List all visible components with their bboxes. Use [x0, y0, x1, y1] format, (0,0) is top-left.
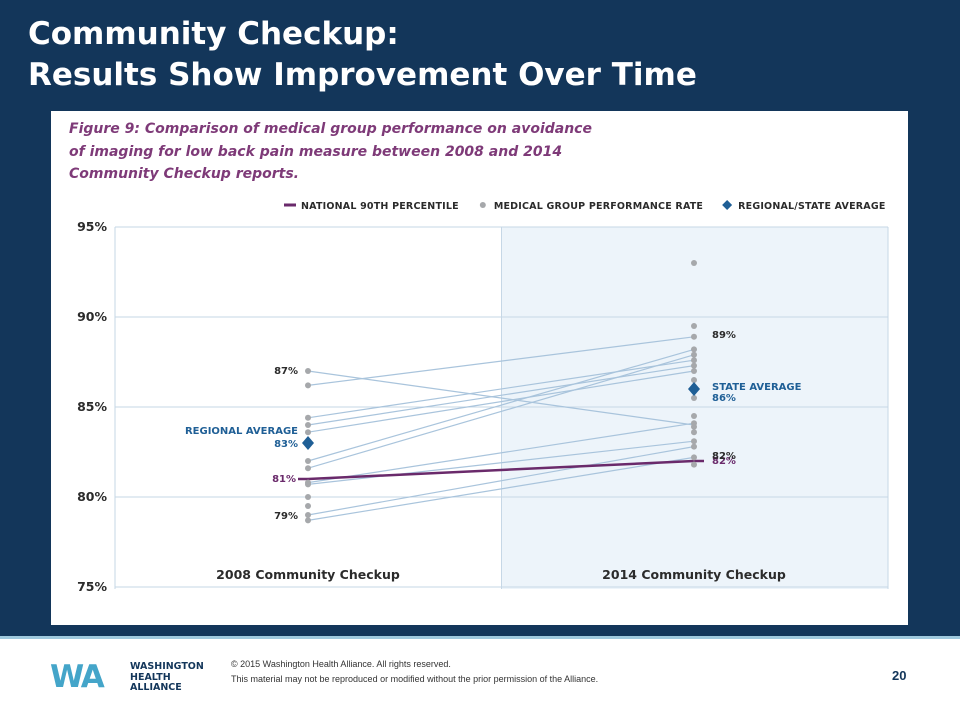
- figure-caption-line-3: Community Checkup reports.: [69, 166, 299, 182]
- group-point: [691, 260, 697, 266]
- figure-caption-line-2: of imaging for low back pain measure bet…: [69, 143, 563, 160]
- slide-title: Community Checkup: Results Show Improvem…: [28, 14, 697, 96]
- group-connector-line: [307, 336, 695, 386]
- slide-title-line-2: Results Show Improvement Over Time: [28, 57, 697, 93]
- group-point: [691, 357, 697, 364]
- legend-dot-icon: [479, 202, 486, 208]
- group-connector-line: [307, 365, 695, 426]
- group-point: [305, 465, 311, 472]
- group-connector-line: [307, 456, 695, 521]
- y-tick-label: 80%: [77, 489, 107, 504]
- group-point: [691, 351, 697, 358]
- group-point: [691, 333, 697, 340]
- group-point: [691, 423, 697, 430]
- group-point: [305, 503, 311, 509]
- slide-header-band: Community Checkup: Results Show Improvem…: [0, 0, 960, 636]
- legend-label: NATIONAL 90TH PERCENTILE: [301, 201, 459, 212]
- comparison-chart: 95% 90% 85% 80% 75% 2008 Community Checkup 201…: [77, 200, 889, 594]
- copyright-line-1: © 2015 Washington Health Alliance. All r…: [231, 659, 451, 669]
- group-point: [305, 512, 311, 518]
- legend-label: MEDICAL GROUP PERFORMANCE RATE: [494, 201, 703, 212]
- group-point: [691, 454, 697, 461]
- group-point: [691, 377, 697, 383]
- group-point: [305, 458, 311, 464]
- data-label: REGIONAL AVERAGE: [185, 426, 298, 437]
- legend-diamond-icon: [722, 200, 733, 210]
- group-point: [305, 414, 311, 421]
- group-point: [305, 517, 311, 524]
- group-point: [305, 494, 311, 500]
- group-point: [691, 461, 697, 468]
- figure-caption: Figure 9: Comparison of medical group pe…: [69, 118, 592, 186]
- data-label: STATE AVERAGE: [712, 382, 802, 393]
- page-number: 20: [892, 668, 907, 683]
- y-tick-label: 95%: [77, 219, 107, 234]
- y-tick-label: 75%: [77, 579, 107, 594]
- group-point: [691, 323, 697, 329]
- data-label: 82%: [712, 451, 736, 462]
- group-connector-line: [307, 446, 695, 516]
- x-category-label: 2008 Community Checkup: [216, 567, 400, 582]
- x-category-label: 2014 Community Checkup: [602, 567, 786, 582]
- copyright-line-2: This material may not be reproduced or m…: [231, 674, 599, 684]
- group-point: [691, 429, 697, 436]
- y-tick-label: 90%: [77, 309, 107, 324]
- group-connector-line: [307, 359, 695, 419]
- group-connector-line: [307, 370, 695, 426]
- figure-caption-line-1: Figure 9: Comparison of medical group pe…: [69, 121, 592, 137]
- group-point: [691, 368, 697, 374]
- alliance-logo: WA WASHINGTON HEALTH ALLIANCE: [50, 660, 210, 694]
- logo-mark-icon: WA: [50, 659, 105, 695]
- group-point: [305, 429, 311, 436]
- group-point: [691, 362, 697, 369]
- group-connector-line: [307, 354, 695, 469]
- logo-line-3: ALLIANCE: [130, 682, 182, 693]
- group-point: [691, 395, 697, 401]
- footer-divider: [0, 636, 960, 639]
- plot-highlight-band: [501, 227, 888, 589]
- logo-wordmark: WASHINGTON HEALTH ALLIANCE: [130, 661, 204, 694]
- data-label: 86%: [712, 393, 736, 404]
- data-label: 87%: [274, 366, 298, 377]
- logo-line-2: HEALTH: [130, 671, 171, 683]
- figure-panel: 95% 90% 85% 80% 75% 2008 Community Checkup 201…: [51, 111, 908, 625]
- group-point: [691, 438, 697, 445]
- group-point: [305, 481, 311, 488]
- data-label: 79%: [274, 511, 298, 522]
- group-point: [691, 413, 697, 419]
- data-label: 89%: [712, 330, 736, 341]
- data-label: 81%: [272, 474, 296, 485]
- logo-line-1: WASHINGTON: [130, 661, 204, 672]
- group-point: [691, 443, 697, 450]
- average-point: [688, 382, 700, 396]
- slide-title-line-1: Community Checkup:: [28, 16, 399, 52]
- average-point: [302, 436, 314, 450]
- data-label: 82%: [712, 456, 736, 467]
- copyright-notice: © 2015 Washington Health Alliance. All r…: [231, 657, 598, 687]
- data-label: 83%: [274, 439, 298, 450]
- group-connector-line: [307, 370, 695, 433]
- group-connector-line: [307, 422, 695, 484]
- national-percentile-line: [307, 459, 695, 481]
- group-point: [305, 368, 311, 374]
- group-point: [691, 346, 697, 353]
- group-point: [305, 422, 311, 428]
- legend-label: REGIONAL/STATE AVERAGE: [738, 201, 885, 212]
- group-connector-line: [307, 348, 695, 462]
- group-point: [305, 382, 311, 389]
- y-tick-label: 85%: [77, 399, 107, 414]
